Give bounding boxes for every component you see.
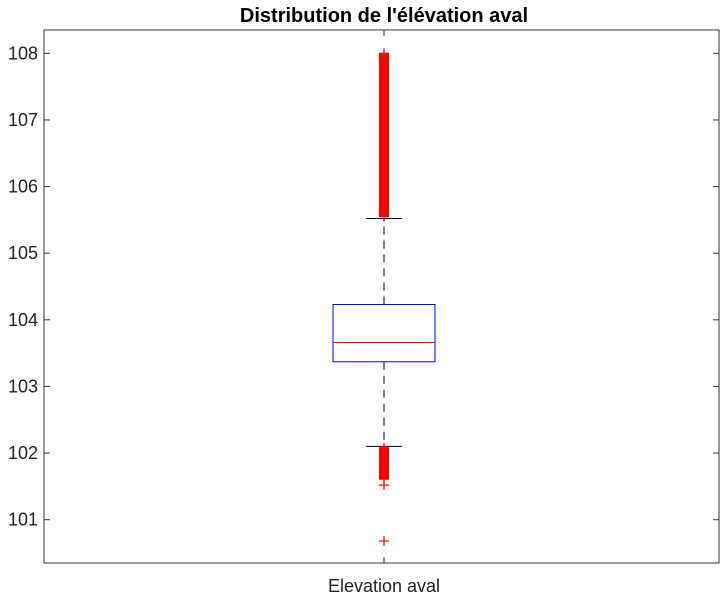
outlier-point bbox=[379, 480, 389, 491]
y-tick-label: 106 bbox=[8, 177, 38, 197]
outlier-point bbox=[379, 48, 389, 59]
x-category-label: Elevation aval bbox=[328, 576, 440, 596]
y-tick-label: 102 bbox=[8, 443, 38, 463]
chart-title: Distribution de l'élévation aval bbox=[240, 5, 528, 27]
y-tick-label: 105 bbox=[8, 243, 38, 263]
y-tick-label: 107 bbox=[8, 110, 38, 130]
outlier-point bbox=[379, 86, 389, 97]
iqr-box bbox=[332, 303, 436, 363]
x-axis: Elevation aval bbox=[328, 30, 440, 596]
y-tick-label: 108 bbox=[8, 43, 38, 63]
y-tick-label: 104 bbox=[8, 310, 38, 330]
y-axis: 101 102 103 104 105 106 107 108 bbox=[8, 43, 719, 530]
outlier-series bbox=[379, 48, 389, 547]
y-tick-label: 103 bbox=[8, 376, 38, 396]
outlier-point bbox=[379, 78, 389, 89]
y-tick-label: 101 bbox=[8, 510, 38, 530]
outlier-point bbox=[379, 536, 389, 547]
